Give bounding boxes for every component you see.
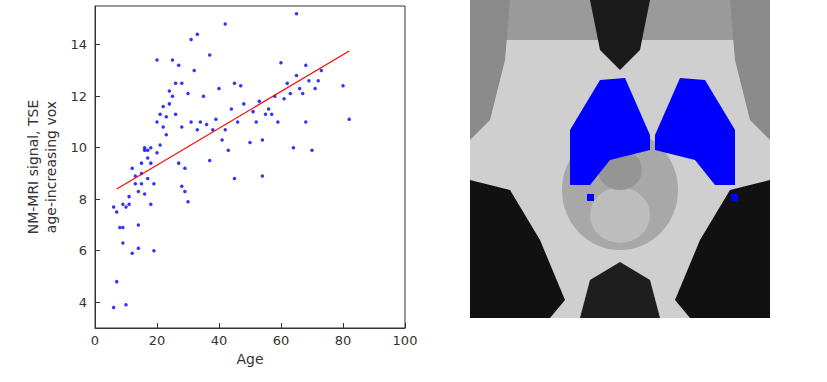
svg-text:NM-MRI signal, TSE: NM-MRI signal, TSE bbox=[25, 100, 41, 235]
svg-text:Age: Age bbox=[236, 351, 263, 367]
svg-text:20: 20 bbox=[149, 333, 166, 348]
svg-text:8: 8 bbox=[79, 192, 87, 207]
svg-text:12: 12 bbox=[70, 89, 87, 104]
svg-text:60: 60 bbox=[273, 333, 290, 348]
svg-text:age-increasing vox: age-increasing vox bbox=[43, 101, 59, 233]
svg-text:4: 4 bbox=[79, 295, 87, 310]
svg-text:6: 6 bbox=[79, 243, 87, 258]
svg-text:0: 0 bbox=[91, 333, 99, 348]
svg-text:100: 100 bbox=[393, 333, 418, 348]
svg-text:10: 10 bbox=[70, 140, 87, 155]
svg-text:80: 80 bbox=[335, 333, 352, 348]
svg-text:40: 40 bbox=[211, 333, 228, 348]
svg-text:14: 14 bbox=[70, 37, 87, 52]
